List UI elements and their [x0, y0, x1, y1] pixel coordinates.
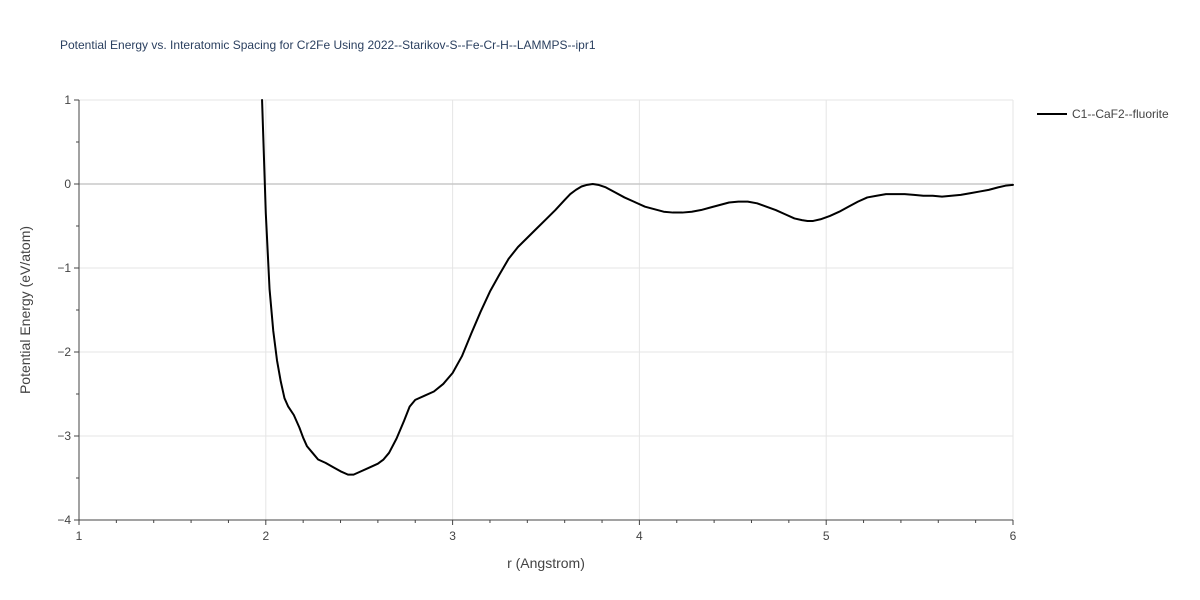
axes — [78, 100, 1013, 521]
y-tick-label: 1 — [64, 93, 71, 107]
x-tick-label: 2 — [262, 529, 269, 543]
x-axis-ticks: 1 2 3 4 5 6 — [76, 520, 1017, 543]
grid — [79, 99, 1014, 520]
x-tick-label: 3 — [449, 529, 456, 543]
chart-title: Potential Energy vs. Interatomic Spacing… — [60, 38, 596, 52]
legend[interactable]: C1--CaF2--fluorite — [1037, 107, 1169, 121]
y-tick-label: 0 — [64, 177, 71, 191]
legend-label: C1--CaF2--fluorite — [1072, 107, 1169, 121]
plot-area — [261, 99, 1014, 476]
x-axis-title: r (Angstrom) — [507, 555, 585, 571]
series-line[interactable] — [261, 99, 1014, 476]
y-axis-ticks: 1 0 −1 −2 −3 −4 — [57, 93, 79, 527]
y-axis-title: Potential Energy (eV/atom) — [17, 226, 33, 394]
y-tick-label: −1 — [57, 261, 71, 275]
x-tick-label: 4 — [636, 529, 643, 543]
y-tick-label: −3 — [57, 429, 71, 443]
y-tick-label: −4 — [57, 513, 71, 527]
x-tick-label: 1 — [76, 529, 83, 543]
y-tick-label: −2 — [57, 345, 71, 359]
x-tick-label: 5 — [823, 529, 830, 543]
x-tick-label: 6 — [1010, 529, 1017, 543]
